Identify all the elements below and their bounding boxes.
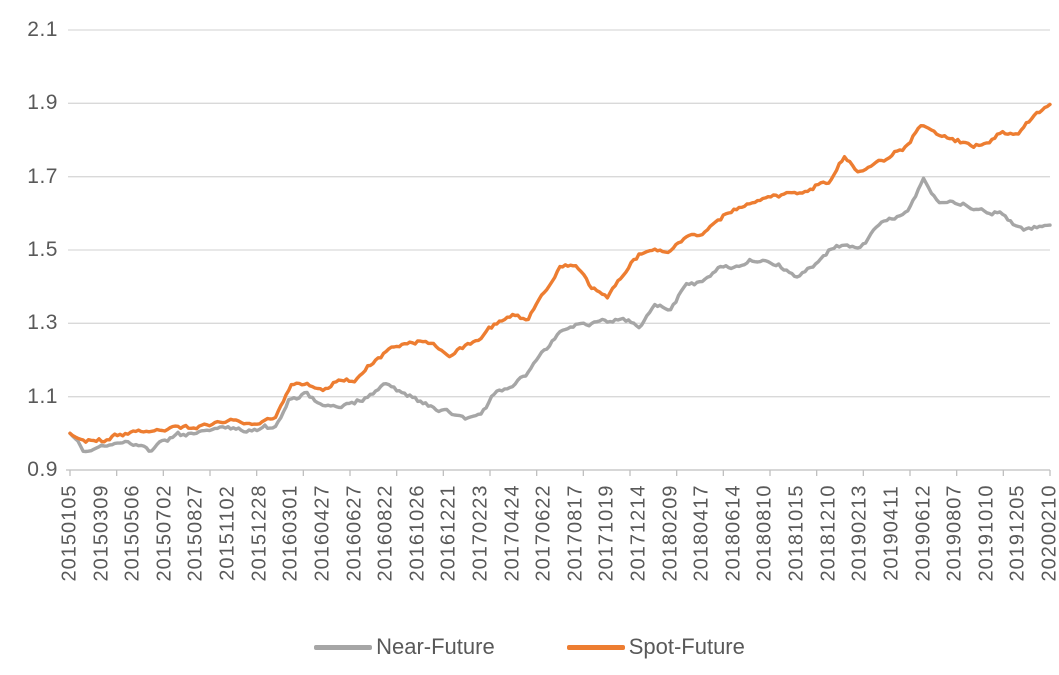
x-axis-label: 20191205 (1006, 484, 1029, 582)
y-axis-label: 1.5 (27, 238, 58, 261)
x-axis-label: 20170817 (564, 484, 587, 582)
x-axis-label: 20160301 (279, 484, 302, 582)
y-axis-label: 1.3 (27, 311, 58, 335)
x-axis-label: 20190612 (912, 484, 935, 582)
x-axis-label: 20161026 (406, 484, 429, 582)
x-axis-label: 20181210 (817, 484, 840, 582)
x-axis-label: 20150702 (153, 484, 176, 582)
y-axis-label: 1.1 (27, 384, 58, 408)
x-axis-label: 20150309 (90, 484, 113, 582)
x-axis-label: 20150105 (58, 484, 81, 582)
x-axis-label: 20150827 (184, 484, 207, 582)
y-axis-label: 2.1 (27, 18, 58, 41)
legend: Near-Future Spot-Future (0, 632, 1059, 662)
x-axis-label: 20151102 (216, 485, 239, 581)
legend-item-near-future: Near-Future (314, 634, 495, 660)
x-axis-label: 20190411 (880, 485, 903, 581)
series-line-near-future (68, 176, 1052, 454)
x-axis-label: 20171019 (595, 484, 618, 582)
series-line-spot-future (68, 102, 1052, 444)
legend-item-spot-future: Spot-Future (566, 634, 745, 660)
legend-line-swatch-spot-future (566, 644, 625, 650)
x-axis-label: 20180614 (722, 484, 745, 582)
x-axis-label: 20180810 (753, 484, 776, 582)
legend-line-swatch-near-future (314, 644, 373, 650)
y-axis-label: 0.9 (27, 458, 58, 481)
x-axis-label: 20150506 (121, 484, 144, 582)
x-axis-label: 20191010 (975, 484, 998, 582)
x-axis-label: 20170622 (532, 484, 555, 582)
x-axis-label: 20170223 (469, 484, 492, 582)
x-axis-label: 20190807 (943, 484, 966, 582)
x-axis-label: 20151228 (248, 484, 271, 582)
x-axis-label: 20200210 (1038, 484, 1059, 582)
legend-label-near-future: Near-Future (376, 634, 495, 659)
x-axis-label: 20190213 (848, 484, 871, 582)
x-axis-label: 20181015 (785, 484, 808, 582)
x-axis-label: 20160822 (374, 484, 397, 582)
y-axis-label: 1.9 (27, 91, 58, 115)
x-axis-label: 20161221 (437, 484, 460, 582)
y-axis-label: 1.7 (27, 164, 58, 188)
x-axis-label: 20170424 (501, 484, 524, 582)
x-axis-label: 20171214 (627, 484, 650, 582)
x-axis-label: 20180209 (659, 484, 682, 582)
x-axis-label: 20160427 (311, 484, 334, 582)
x-axis-label: 20160627 (343, 484, 366, 582)
legend-label-spot-future: Spot-Future (628, 634, 745, 659)
x-axis-label: 20180417 (690, 484, 713, 582)
